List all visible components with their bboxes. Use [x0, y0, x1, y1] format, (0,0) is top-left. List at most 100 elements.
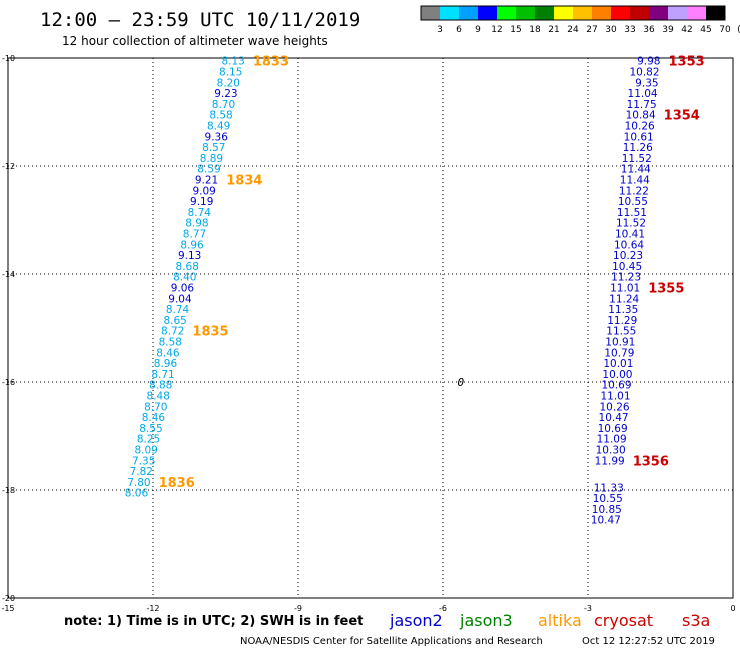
- wave-height-value: 11.09: [597, 434, 627, 446]
- wave-height-value: 7.35: [132, 455, 155, 467]
- wave-height-value: 7.82: [130, 466, 153, 478]
- time-labels: 1833 1834 1835 1836 1353 1354 1355 1356: [159, 55, 705, 491]
- color-swatch: [516, 6, 535, 20]
- wave-height-value: 8.46: [142, 412, 166, 424]
- wave-height-value: 11.75: [627, 99, 657, 111]
- color-scale-label: 21: [548, 25, 559, 35]
- wave-height-value: 8.57: [202, 142, 225, 154]
- wave-height-value: 8.72: [161, 326, 184, 338]
- wave-height-value: 10.61: [624, 131, 654, 143]
- wave-height-value: 8.70: [212, 99, 235, 111]
- wave-height-value: 11.26: [623, 142, 653, 154]
- color-scale-label: 15: [510, 25, 521, 35]
- wave-height-value: 9.23: [214, 88, 237, 100]
- wave-height-value: 9.35: [635, 77, 658, 89]
- wave-height-value: 8.58: [209, 110, 232, 122]
- wave-height-value: 8.74: [188, 207, 212, 219]
- wave-height-value: 11.24: [609, 293, 639, 305]
- wave-height-value: 9.04: [168, 293, 192, 305]
- wave-height-value: 9.06: [171, 283, 195, 295]
- color-swatch: [421, 6, 440, 20]
- wave-height-value: 8.88: [149, 380, 172, 392]
- color-swatch: [535, 6, 554, 20]
- wave-height-value: 10.84: [626, 110, 656, 122]
- color-swatch: [592, 6, 611, 20]
- color-swatch: [630, 6, 649, 20]
- color-scale-label: 3: [437, 25, 443, 35]
- color-swatch: [668, 6, 687, 20]
- wave-height-value: 8.13: [221, 56, 244, 68]
- center-marker: 0: [458, 376, 465, 389]
- satellite-legend-item: s3a: [682, 611, 710, 630]
- x-tick-label: -3: [584, 604, 592, 613]
- wave-height-value: 11.51: [617, 207, 647, 219]
- x-tick-label: -9: [294, 604, 302, 613]
- time-label: 1836: [159, 476, 195, 491]
- wave-height-value: 10.45: [612, 261, 642, 273]
- y-tick-label: -16: [2, 378, 15, 387]
- wave-height-value: 8.40: [173, 272, 196, 284]
- wave-height-value: 10.79: [604, 347, 634, 359]
- satellite-legend-item: cryosat: [594, 611, 653, 630]
- wave-height-value: 10.91: [605, 337, 635, 349]
- wave-height-value: 11.29: [607, 315, 637, 327]
- axis-tick-labels: -10 -12 -14 -16 -18 -20-15 -12 -9 -6 -3 0: [1, 54, 735, 613]
- wave-height-value: 8.20: [217, 77, 240, 89]
- wave-height-value: 10.82: [629, 67, 659, 79]
- wave-height-value: 11.44: [620, 175, 650, 187]
- satellite-legend: jason2 jason3 altika cryosat s3a: [389, 611, 710, 630]
- wave-height-value: 11.22: [619, 185, 649, 197]
- color-scale-label: 45: [700, 25, 711, 35]
- wave-height-value: 11.44: [621, 164, 651, 176]
- wave-height-value: 8.46: [156, 347, 180, 359]
- color-scale-label: 39: [662, 25, 674, 35]
- satellite-legend-item: altika: [538, 611, 582, 630]
- plot-border: [7, 57, 734, 599]
- time-label: 1833: [253, 55, 289, 70]
- wave-height-value: 8.89: [200, 153, 223, 165]
- color-swatch: [478, 6, 497, 20]
- color-scale-label: 42: [681, 25, 692, 35]
- x-tick-label: -15: [1, 604, 14, 613]
- y-tick-label: -14: [2, 270, 15, 279]
- wave-height-value: 10.64: [614, 239, 644, 251]
- wave-height-value: 9.36: [205, 131, 229, 143]
- color-swatch: [573, 6, 592, 20]
- color-scale-label: 18: [529, 25, 541, 35]
- wave-height-value: 10.85: [592, 504, 622, 516]
- wave-height-value: 8.06: [125, 488, 149, 500]
- page-title: 12:00 – 23:59 UTC 10/11/2019: [40, 9, 360, 31]
- wave-height-value: 11.23: [611, 272, 641, 284]
- wave-height-value: 10.69: [601, 380, 631, 392]
- wave-height-value: 10.23: [613, 250, 643, 262]
- footer-timestamp: Oct 12 12:27:52 UTC 2019: [582, 636, 715, 647]
- time-label: 1834: [226, 174, 262, 189]
- color-scale-label: 24: [567, 25, 579, 35]
- wave-height-value: 9.19: [190, 196, 213, 208]
- color-swatch: [649, 6, 668, 20]
- wave-height-value: 10.55: [593, 493, 623, 505]
- y-tick-label: -18: [2, 486, 15, 495]
- wave-height-value: 10.26: [600, 401, 630, 413]
- wave-height-value: 10.47: [599, 412, 629, 424]
- wave-height-value: 9.13: [178, 250, 201, 262]
- color-swatch: [459, 6, 478, 20]
- color-scale-label: 70: [719, 25, 731, 35]
- wave-height-value: 11.04: [628, 88, 658, 100]
- color-scale-label: 9: [475, 25, 481, 35]
- wave-height-value: 8.25: [137, 434, 160, 446]
- color-swatch: [687, 6, 706, 20]
- wave-height-value: 10.01: [603, 358, 633, 370]
- time-label: 1835: [192, 325, 228, 340]
- color-scale-label: 33: [624, 25, 635, 35]
- wave-height-value: 11.52: [622, 153, 652, 165]
- color-swatch: [706, 6, 725, 20]
- wave-height-value: 11.01: [610, 283, 640, 295]
- color-swatch: [440, 6, 459, 20]
- wave-height-value: 9.21: [195, 175, 218, 187]
- wave-height-value: 10.55: [618, 196, 648, 208]
- time-label: 1356: [633, 454, 669, 469]
- time-label: 1354: [664, 109, 700, 124]
- color-swatch: [554, 6, 573, 20]
- wave-height-value: 11.35: [608, 304, 638, 316]
